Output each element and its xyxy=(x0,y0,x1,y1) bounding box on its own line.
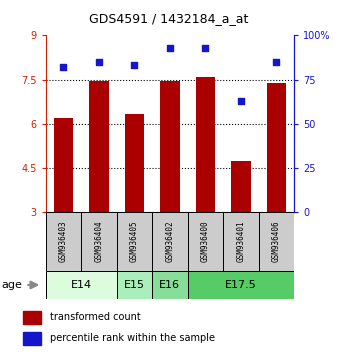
Bar xyxy=(89,81,108,212)
Bar xyxy=(117,212,152,271)
Point xyxy=(96,59,102,65)
Bar xyxy=(46,212,81,271)
Bar xyxy=(160,81,179,212)
Text: GSM936404: GSM936404 xyxy=(94,221,103,262)
Text: GSM936402: GSM936402 xyxy=(165,221,174,262)
Point xyxy=(238,98,243,104)
Text: transformed count: transformed count xyxy=(50,312,141,322)
Text: GSM936401: GSM936401 xyxy=(236,221,245,262)
Bar xyxy=(54,118,73,212)
Bar xyxy=(223,212,259,271)
Bar xyxy=(188,271,294,299)
Text: GSM936406: GSM936406 xyxy=(272,221,281,262)
Text: GSM936403: GSM936403 xyxy=(59,221,68,262)
Text: age: age xyxy=(2,280,23,290)
Point xyxy=(203,45,208,51)
Text: E15: E15 xyxy=(124,280,145,290)
Bar xyxy=(231,161,250,212)
Text: percentile rank within the sample: percentile rank within the sample xyxy=(50,333,215,343)
Bar xyxy=(152,212,188,271)
Bar xyxy=(188,212,223,271)
Bar xyxy=(152,271,188,299)
Bar xyxy=(46,271,117,299)
Bar xyxy=(23,332,41,345)
Point xyxy=(61,64,66,70)
Bar xyxy=(23,311,41,324)
Point xyxy=(167,45,172,51)
Text: E14: E14 xyxy=(71,280,92,290)
Text: E17.5: E17.5 xyxy=(225,280,257,290)
Bar xyxy=(125,114,144,212)
Bar xyxy=(259,212,294,271)
Text: GDS4591 / 1432184_a_at: GDS4591 / 1432184_a_at xyxy=(89,12,249,25)
Text: E16: E16 xyxy=(159,280,180,290)
Bar xyxy=(117,271,152,299)
Point xyxy=(132,63,137,68)
Text: GSM936400: GSM936400 xyxy=(201,221,210,262)
Bar xyxy=(267,82,286,212)
Bar xyxy=(81,212,117,271)
Bar xyxy=(196,77,215,212)
Point xyxy=(274,59,279,65)
Text: GSM936405: GSM936405 xyxy=(130,221,139,262)
